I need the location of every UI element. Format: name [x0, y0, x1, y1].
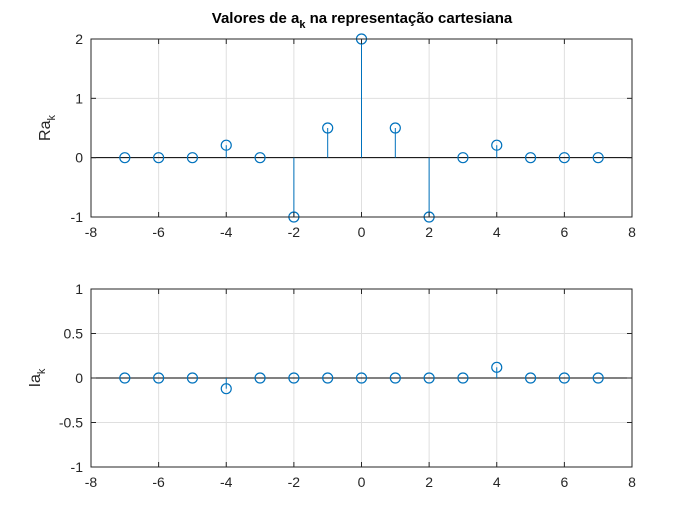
stem-marker [186, 152, 199, 164]
stem-marker [220, 383, 232, 395]
x-tick-label: 2 [425, 474, 433, 490]
x-tick-label: -2 [288, 224, 301, 240]
stem-marker [254, 372, 266, 384]
stem-marker [558, 152, 570, 164]
stem-marker [153, 372, 165, 384]
y-tick-label: 0 [75, 150, 83, 166]
x-tick-label: 0 [358, 474, 366, 490]
stem-marker [288, 372, 300, 384]
stem-marker [457, 152, 469, 164]
stem-marker [322, 122, 334, 134]
stem-marker [355, 372, 368, 384]
stem-marker [491, 361, 503, 373]
stem-marker [389, 122, 401, 134]
y-tick-label: 0.5 [64, 326, 84, 342]
x-tick-label: -4 [220, 224, 233, 240]
x-tick-label: 4 [493, 224, 501, 240]
stem-marker [592, 372, 604, 384]
stem-marker [322, 372, 334, 384]
stem-marker [153, 152, 165, 164]
y-tick-label: -0.5 [59, 415, 83, 431]
x-tick-label: 6 [560, 474, 568, 490]
x-tick-label: 2 [425, 224, 433, 240]
x-tick-label: 0 [358, 224, 366, 240]
x-tick-label: -2 [288, 474, 301, 490]
bottom-axes: -8 -6 -4 -2 0 2 4 6 8 -1 -0.5 0 0.5 1 [59, 281, 636, 490]
y-tick-label: 1 [75, 281, 83, 297]
x-tick-label: 4 [493, 474, 501, 490]
y-tick-label: 1 [75, 90, 83, 106]
chart-title: Valores de ak na representação cartesian… [212, 10, 513, 31]
x-tick-label: -8 [85, 224, 98, 240]
x-tick-label: 8 [628, 474, 636, 490]
y-tick-label: -1 [71, 209, 84, 225]
x-tick-label: -8 [85, 474, 98, 490]
y-tick-label: -1 [71, 459, 84, 475]
x-tick-label: -4 [220, 474, 233, 490]
stem-marker [524, 372, 537, 384]
stem-marker [491, 139, 503, 151]
stem-marker [558, 372, 570, 384]
top-axes: -8 -6 -4 -2 0 2 4 6 8 -1 0 1 2 [71, 31, 637, 240]
stem-marker [254, 152, 266, 164]
x-tick-label: 6 [560, 224, 568, 240]
stem-marker [119, 372, 131, 384]
y-tick-label: 2 [75, 31, 83, 47]
stem-marker [423, 372, 435, 384]
x-tick-label: 8 [628, 224, 636, 240]
stem-marker [524, 152, 537, 164]
stem-marker [220, 139, 232, 151]
stem-marker [389, 372, 401, 384]
y-tick-label: 0 [75, 370, 83, 386]
stem-marker [592, 152, 604, 164]
x-tick-label: -6 [152, 224, 165, 240]
stem-marker [186, 372, 199, 384]
stem-marker [119, 152, 131, 164]
bottom-ylabel: Iak [27, 368, 48, 387]
top-ylabel: Rak [37, 115, 58, 141]
x-tick-label: -6 [152, 474, 165, 490]
stem-marker [457, 372, 469, 384]
